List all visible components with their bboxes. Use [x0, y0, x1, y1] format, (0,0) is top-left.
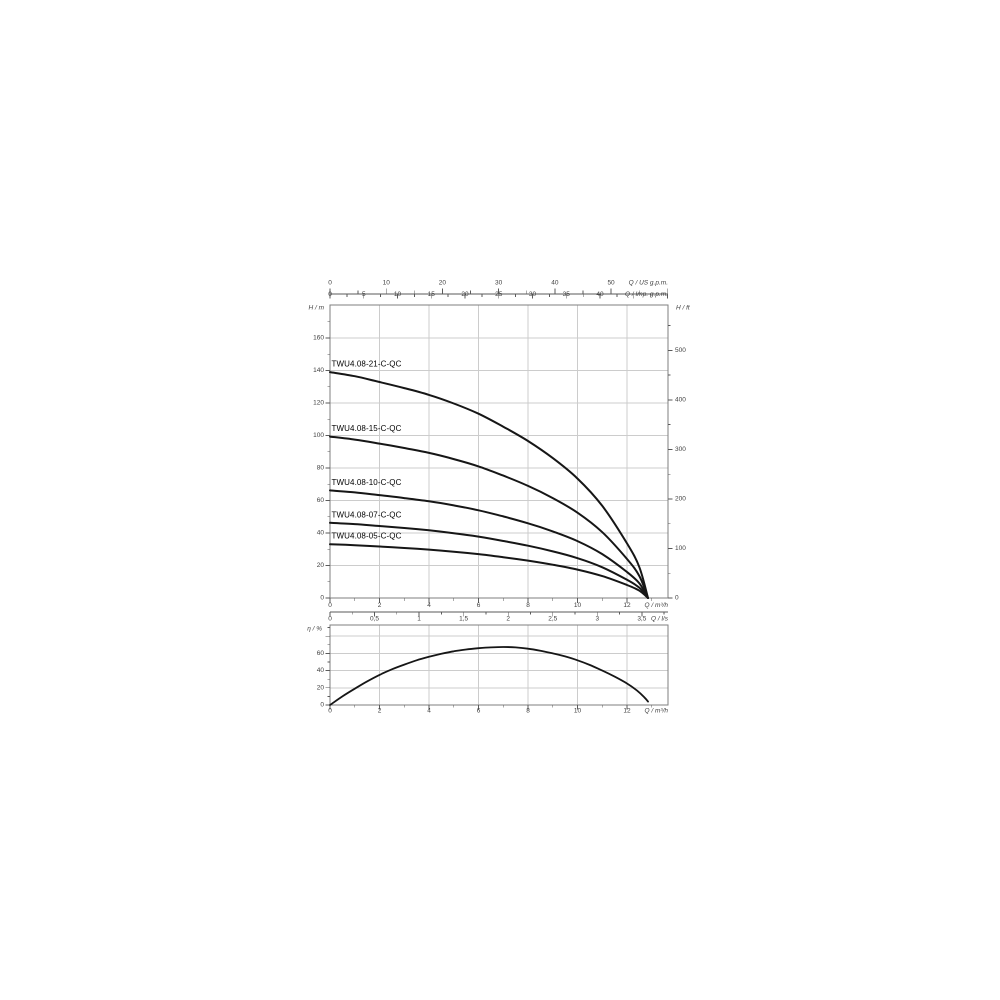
pump-curve-TWU4.08-10-C-QC — [329, 489, 649, 599]
imp-gpm-tick-label: 0 — [328, 291, 332, 298]
pump-curve-label: TWU4.08-21-C-QC — [332, 360, 402, 369]
head-ft-axis: 0 100 200 300 400 500 H / ft — [668, 305, 691, 602]
head-m-tick-label: 140 — [313, 367, 324, 374]
main-chart-frame — [329, 304, 669, 599]
imp-gpm-tick-label: 5 — [362, 291, 366, 298]
efficiency-m3h-tick-label: 12 — [623, 708, 631, 715]
head-ft-tick-label: 300 — [675, 446, 686, 453]
head-m-tick-label: 0 — [320, 595, 324, 602]
efficiency-m3h-tick-label: 6 — [477, 708, 481, 715]
head-ft-tick-label: 200 — [675, 495, 686, 502]
head-ft-tick-label: 0 — [675, 595, 679, 602]
us-gpm-tick-label: 30 — [495, 280, 503, 287]
head-m-axis: 0 20 40 60 80 100 120 140 160 H / m — [308, 305, 330, 602]
pump-curve-label: TWU4.08-15-C-QC — [332, 424, 402, 433]
ls-tick-label: 2 — [506, 616, 510, 623]
pump-curve-TWU4.08-07-C-QC — [329, 521, 649, 599]
us-gpm-tick-label: 50 — [607, 280, 615, 287]
us-gpm-tick-label: 0 — [328, 280, 332, 287]
efficiency-pct-tick-label: 40 — [317, 667, 325, 674]
efficiency-curve — [329, 646, 649, 706]
efficiency-pct-tick-label: 0 — [320, 702, 324, 709]
ls-tick-label: 3,5 — [637, 616, 646, 623]
head-m-tick-label: 80 — [317, 465, 325, 472]
main-m3h-tick-label: 2 — [378, 602, 382, 609]
head-ft-tick-label: 100 — [675, 545, 686, 552]
efficiency-m3h-tick-label: 8 — [526, 708, 530, 715]
head-ft-axis-title: H / ft — [676, 305, 691, 312]
us-gpm-tick-label: 20 — [439, 280, 447, 287]
efficiency-pct-axis: 0 20 40 60 η / % — [307, 626, 330, 709]
efficiency-chart-frame — [329, 624, 669, 706]
pump-curve-TWU4.08-15-C-QC — [329, 435, 649, 599]
head-ft-tick-label: 500 — [675, 347, 686, 354]
efficiency-m3h-tick-label: 4 — [427, 708, 431, 715]
pump-head-curves: TWU4.08-21-C-QC TWU4.08-15-C-QC TWU4.08-10… — [329, 360, 649, 599]
imp-gpm-axis-title: Q / Imp. g.p.m. — [625, 291, 668, 298]
imp-gpm-tick-label: 35 — [563, 291, 571, 298]
ls-tick-label: 1,5 — [459, 616, 468, 623]
imp-gpm-tick-label: 15 — [428, 291, 436, 298]
head-m-tick-label: 60 — [317, 497, 325, 504]
ls-axis-title: Q / l/s — [651, 616, 669, 623]
main-m3h-tick-label: 12 — [623, 602, 631, 609]
main-m3h-axis-title: Q / m³/h — [645, 602, 669, 609]
pump-curve-TWU4.08-05-C-QC — [329, 543, 649, 599]
pump-curve-TWU4.08-21-C-QC — [329, 371, 649, 599]
main-flow-m3h-axis: 0 2 4 6 8 10 12 Q / m³/h — [328, 598, 668, 609]
main-chart-gridlines — [330, 305, 668, 598]
imp-gpm-tick-label: 25 — [495, 291, 503, 298]
ls-tick-label: 0,5 — [370, 616, 379, 623]
efficiency-curve-group — [329, 646, 649, 706]
us-gpm-axis-title: Q / US g.p.m. — [629, 280, 669, 287]
efficiency-m3h-tick-label: 10 — [574, 708, 582, 715]
top-flow-scales: 0 10 20 30 40 500 5 10 15 20 25 30 35 40Q / US g.p.m.… — [328, 280, 668, 299]
main-m3h-tick-label: 8 — [526, 602, 530, 609]
efficiency-pct-axis-title: η / % — [307, 626, 322, 633]
efficiency-m3h-tick-label: 2 — [378, 708, 382, 715]
head-m-tick-label: 100 — [313, 432, 324, 439]
main-m3h-tick-label: 6 — [477, 602, 481, 609]
efficiency-pct-tick-label: 20 — [317, 684, 325, 691]
main-m3h-tick-label: 0 — [328, 602, 332, 609]
main-m3h-tick-label: 10 — [574, 602, 582, 609]
ls-tick-label: 2,5 — [548, 616, 557, 623]
efficiency-m3h-axis-title: Q / m³/h — [645, 708, 669, 715]
main-m3h-tick-label: 4 — [427, 602, 431, 609]
head-m-tick-label: 160 — [313, 335, 324, 342]
efficiency-flow-axis: 0 2 4 6 8 10 12 Q / m³/h — [328, 705, 668, 715]
head-m-axis-title: H / m — [308, 305, 324, 312]
pump-curve-label: TWU4.08-05-C-QC — [332, 532, 402, 541]
pump-curve-label: TWU4.08-07-C-QC — [332, 510, 402, 519]
flow-ls-scale: 0 0,5 1 1,5 2 2,5 3 3,5 Q / l/s — [328, 611, 669, 623]
us-gpm-tick-label: 10 — [383, 280, 391, 287]
pump-curve-label: TWU4.08-10-C-QC — [332, 478, 402, 487]
imp-gpm-tick-label: 20 — [461, 291, 469, 298]
efficiency-pct-tick-label: 60 — [317, 650, 325, 657]
imp-gpm-tick-label: 40 — [596, 291, 604, 298]
efficiency-m3h-tick-label: 0 — [328, 708, 332, 715]
ls-tick-label: 1 — [417, 616, 421, 623]
ls-tick-label: 3 — [595, 616, 599, 623]
imp-gpm-tick-label: 10 — [394, 291, 402, 298]
head-m-tick-label: 120 — [313, 400, 324, 407]
ls-tick-label: 0 — [328, 616, 332, 623]
head-m-tick-label: 40 — [317, 530, 325, 537]
efficiency-chart-gridlines — [330, 625, 668, 705]
head-m-tick-label: 20 — [317, 562, 325, 569]
us-gpm-tick-label: 40 — [551, 280, 559, 287]
head-ft-tick-label: 400 — [675, 396, 686, 403]
imp-gpm-tick-label: 30 — [529, 291, 537, 298]
